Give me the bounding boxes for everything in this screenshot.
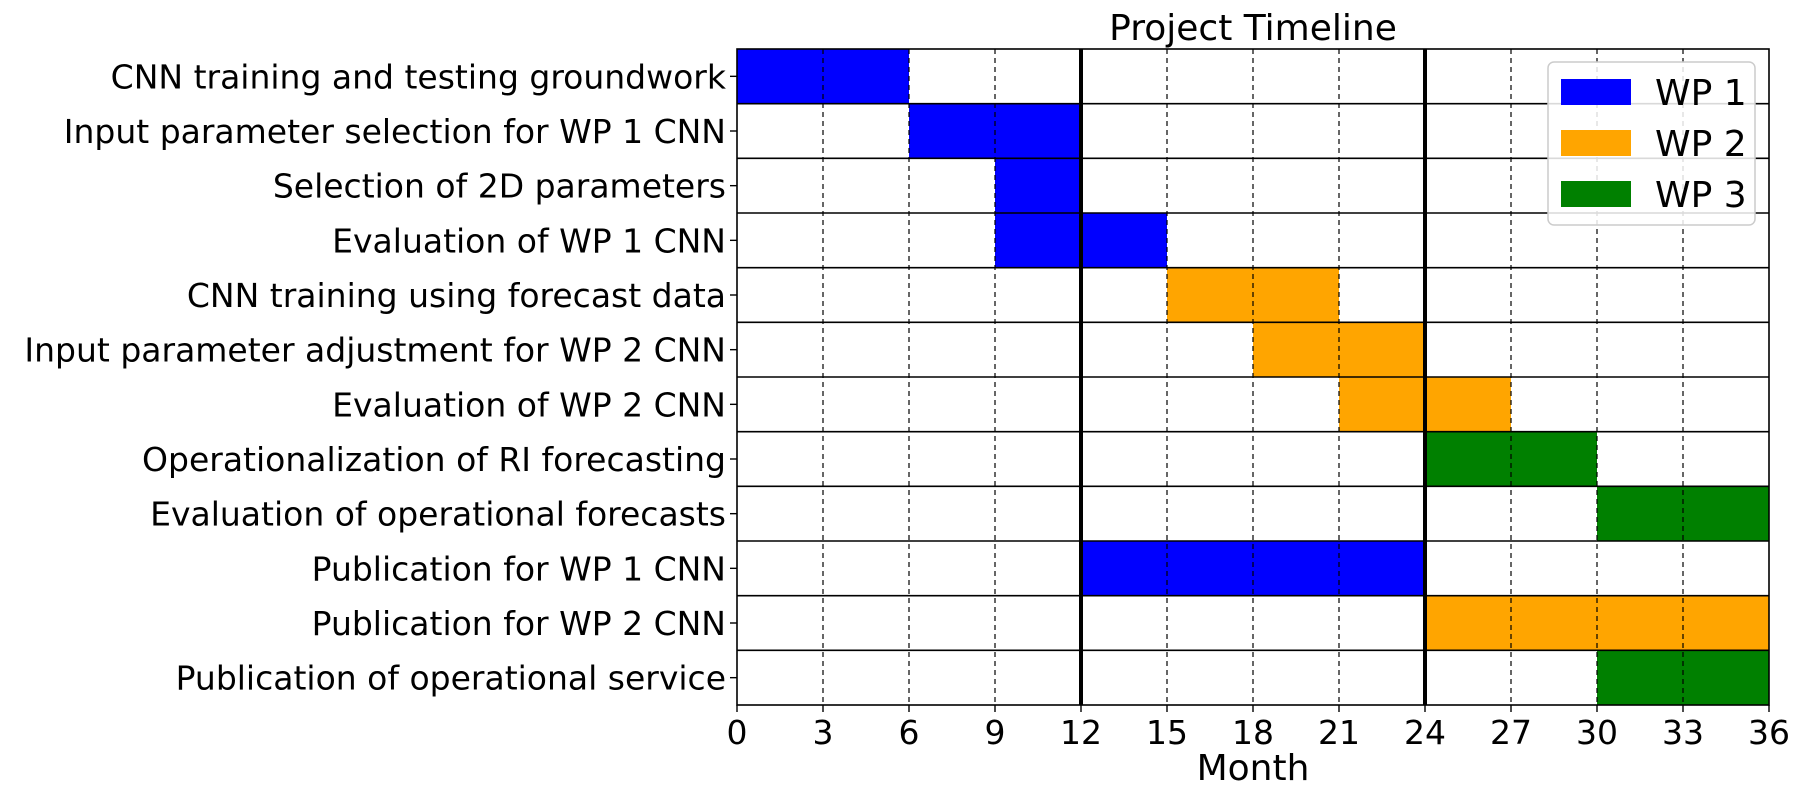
x-tick-label: 21 <box>1318 713 1360 752</box>
task-label: Publication of operational service <box>176 659 726 698</box>
legend-swatch <box>1561 181 1631 207</box>
legend-label: WP 2 <box>1655 124 1747 165</box>
x-tick-label: 24 <box>1404 713 1446 752</box>
x-tick-label: 12 <box>1060 713 1102 752</box>
legend-label: WP 1 <box>1655 73 1747 114</box>
task-label: Evaluation of WP 2 CNN <box>332 385 726 424</box>
task-label: Publication for WP 2 CNN <box>312 604 726 643</box>
legend: WP 1 WP 2 WP 3 <box>1547 61 1756 226</box>
x-tick-label: 15 <box>1146 713 1188 752</box>
chart-title: Project Timeline <box>1109 8 1397 49</box>
x-tick-label: 6 <box>899 713 920 752</box>
task-label: Evaluation of operational forecasts <box>150 495 726 534</box>
x-axis-label: Month <box>1197 748 1310 789</box>
x-tick-label: 18 <box>1232 713 1274 752</box>
task-bar <box>1425 595 1769 651</box>
task-label: Evaluation of WP 1 CNN <box>332 221 726 260</box>
task-bar <box>995 158 1081 213</box>
task-label: CNN training using forecast data <box>187 276 726 315</box>
x-tick-label: 36 <box>1748 713 1790 752</box>
task-label: Operationalization of RI forecasting <box>142 440 726 479</box>
legend-swatch <box>1561 130 1631 156</box>
task-label: Publication for WP 1 CNN <box>312 549 726 588</box>
task-bar <box>1081 541 1425 596</box>
x-tick-label: 30 <box>1576 713 1618 752</box>
legend-swatch <box>1561 79 1631 105</box>
task-label: Selection of 2D parameters <box>273 167 726 206</box>
task-bar <box>1597 650 1769 705</box>
task-bar <box>1597 486 1769 541</box>
task-label: CNN training and testing groundwork <box>111 57 727 96</box>
x-tick-label: 9 <box>985 713 1006 752</box>
task-label: Input parameter adjustment for WP 2 CNN <box>24 331 726 370</box>
x-tick-label: 3 <box>813 713 834 752</box>
legend-label: WP 3 <box>1655 175 1747 216</box>
x-tick-label: 27 <box>1490 713 1532 752</box>
x-tick-label: 0 <box>727 713 748 752</box>
x-tick-label: 33 <box>1662 713 1704 752</box>
task-label: Input parameter selection for WP 1 CNN <box>64 112 726 151</box>
